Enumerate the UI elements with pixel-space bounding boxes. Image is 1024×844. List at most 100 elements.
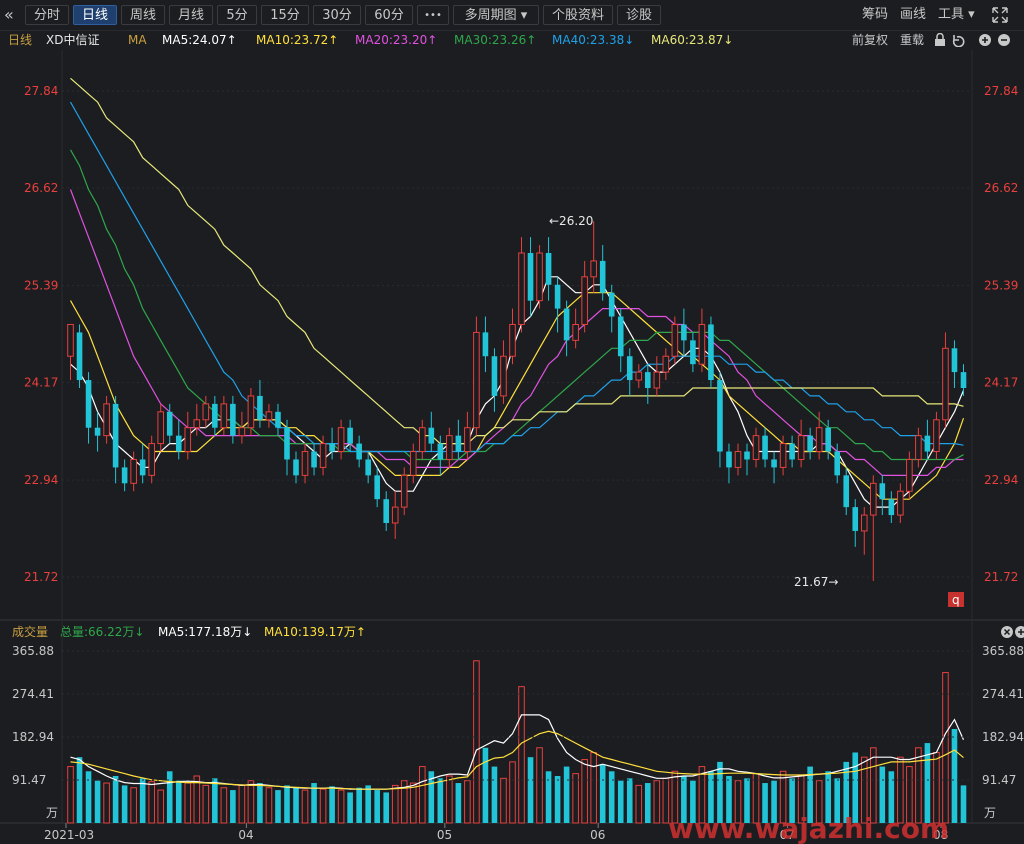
period-label: 日线 [8,33,33,47]
reload-button[interactable]: 重载 [900,33,925,47]
stock-name: XD中信证 [46,33,100,47]
diagnose-button[interactable]: 诊股 [617,5,661,25]
volume-ma5: MA5:177.18万↓ [158,625,253,639]
zoom-in-icon[interactable] [979,34,991,46]
tab-fenshi[interactable]: 分时 [25,5,69,25]
volume-bar [860,756,868,824]
volume-bar [869,747,877,824]
candle-body [744,451,750,460]
volume-bar [690,780,696,823]
expand-arrows-icon[interactable] [992,7,1008,23]
date-label: 05 [437,828,452,842]
volume-bar [473,660,480,824]
candle-body [942,347,949,421]
volume-ma-ma10 [70,730,964,790]
volume-bar [193,775,201,824]
zoom-out-icon[interactable] [998,34,1010,46]
more-button[interactable]: ••• [417,5,449,25]
date-label: 04 [238,828,253,842]
tab-weekly[interactable]: 周线 [121,5,165,25]
volume-bar [734,780,742,824]
candle-body [319,443,327,468]
candle-body [563,308,570,341]
volume-bar [157,789,165,824]
volume-bar [653,780,661,824]
forward-adjust-button[interactable]: 前复权 [852,33,889,47]
tab-60min[interactable]: 60分 [365,5,413,25]
volume-label-left: 274.41 [12,687,54,701]
volume-bar [455,783,462,823]
volume-bar [825,771,831,823]
candle-body [708,324,714,381]
volume-bar [446,775,453,824]
volume-bar [888,771,895,823]
tab-15min[interactable]: 15分 [261,5,309,25]
candle-body [374,475,380,500]
double-chevron-left-icon[interactable]: « [4,5,14,24]
candle-body [121,467,128,484]
lock-icon[interactable] [935,33,945,47]
volume-bar [924,743,931,823]
volume-panel-icons [1001,626,1024,638]
candle-body [437,443,444,460]
volume-bar [590,751,597,824]
candle-body [311,451,317,468]
tab-daily[interactable]: 日线 [73,5,117,25]
candle-body [599,260,606,293]
volume-bar [960,785,967,823]
candle-body [581,276,588,325]
candle-body [356,443,362,460]
candle-body [257,395,263,420]
candle-body [157,411,165,445]
candle-body [626,356,633,381]
candle-body [797,435,805,460]
volume-bar [166,771,173,823]
volume-bar [184,782,192,824]
candle-body [608,292,615,317]
tab-30min[interactable]: 30分 [313,5,361,25]
candle-body [67,323,74,357]
volume-ma10: MA10:139.17万↑ [264,625,366,639]
volume-label: 成交量 [12,625,49,639]
candle-body [843,475,850,508]
close-circle-icon[interactable] [1001,626,1013,638]
ma-label[interactable]: MA [128,33,147,47]
candle-body [924,435,931,452]
stock-info-button[interactable]: 个股资料 [543,5,613,25]
candle-body [455,435,462,452]
candle-body [112,403,119,468]
ma-line-ma60 [70,77,964,445]
draw-line-button[interactable]: 画线 [900,7,927,22]
volume-label-right: 274.41 [982,687,1024,701]
candle-body [590,260,597,278]
volume-bar [464,780,471,824]
multi-period-dropdown[interactable]: 多周期图 ▾ [453,5,539,25]
volume-bar [671,770,679,824]
price-label-right: 22.94 [984,473,1018,487]
q-badge[interactable] [948,592,964,607]
tab-5min[interactable]: 5分 [217,5,257,25]
candle-body [879,483,886,500]
volume-label-left: 万 [46,806,58,820]
volume-bar [365,785,371,823]
volume-bar [581,759,588,824]
undo-icon[interactable] [952,35,965,47]
ma-bar-icons [935,33,1010,47]
tab-monthly[interactable]: 月线 [169,5,213,25]
high-annotation: ←26.20 [549,214,593,228]
candle-body [265,411,273,421]
low-annotation: 21.67→ [794,575,838,589]
volume-bar [500,777,507,824]
volume-label-left: 365.88 [12,644,54,658]
volume-bar [635,784,643,824]
chips-button[interactable]: 筹码 [862,7,889,22]
tools-dropdown[interactable]: 工具 ▾ [938,7,975,22]
volume-label-left: 91.47 [12,773,46,787]
price-label-right: 27.84 [984,84,1018,98]
volume-bar [771,780,777,823]
candle-body [698,323,706,365]
volume-bar [391,784,399,824]
zoom-in-icon[interactable] [1015,626,1024,638]
volume-bar [247,780,255,824]
